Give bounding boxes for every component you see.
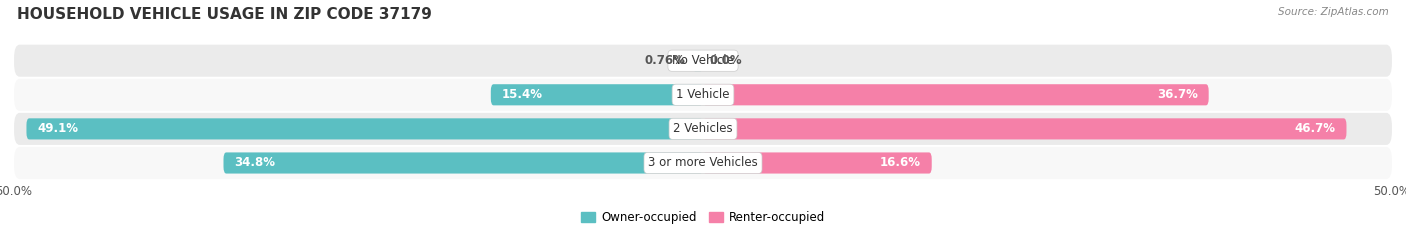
FancyBboxPatch shape [14,147,1392,179]
FancyBboxPatch shape [224,152,703,174]
Text: HOUSEHOLD VEHICLE USAGE IN ZIP CODE 37179: HOUSEHOLD VEHICLE USAGE IN ZIP CODE 3717… [17,7,432,22]
Text: 1 Vehicle: 1 Vehicle [676,88,730,101]
FancyBboxPatch shape [27,118,703,140]
Text: 2 Vehicles: 2 Vehicles [673,122,733,135]
FancyBboxPatch shape [703,152,932,174]
FancyBboxPatch shape [14,79,1392,111]
FancyBboxPatch shape [491,84,703,105]
Text: 15.4%: 15.4% [502,88,543,101]
Legend: Owner-occupied, Renter-occupied: Owner-occupied, Renter-occupied [576,206,830,229]
FancyBboxPatch shape [693,50,703,71]
FancyBboxPatch shape [703,118,1347,140]
FancyBboxPatch shape [14,113,1392,145]
FancyBboxPatch shape [703,84,1209,105]
Text: 0.76%: 0.76% [645,54,686,67]
Text: 16.6%: 16.6% [880,157,921,169]
Text: 34.8%: 34.8% [235,157,276,169]
Text: 49.1%: 49.1% [38,122,79,135]
Text: 3 or more Vehicles: 3 or more Vehicles [648,157,758,169]
Text: 46.7%: 46.7% [1295,122,1336,135]
Text: No Vehicle: No Vehicle [672,54,734,67]
Text: 0.0%: 0.0% [710,54,742,67]
FancyBboxPatch shape [14,45,1392,77]
Text: 36.7%: 36.7% [1157,88,1198,101]
Text: Source: ZipAtlas.com: Source: ZipAtlas.com [1278,7,1389,17]
